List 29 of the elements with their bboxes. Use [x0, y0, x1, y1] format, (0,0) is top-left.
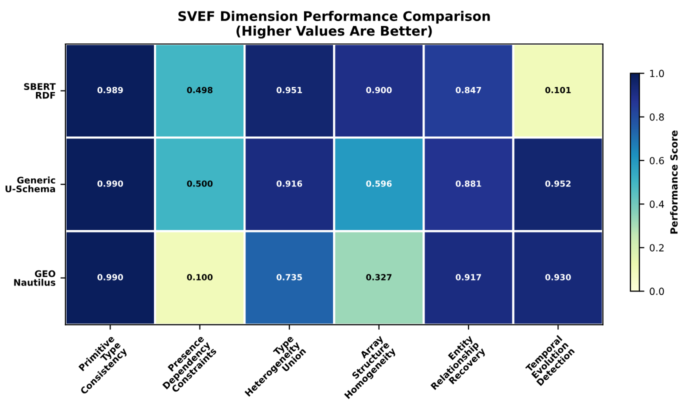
data-label: 0.990: [97, 180, 124, 187]
color-bar-label: 0.0: [650, 288, 664, 296]
y-tick-label: GEO Nautilus: [14, 270, 56, 286]
data-label: 0.916: [276, 180, 302, 187]
data-label: 0.847: [456, 86, 482, 94]
color-bar-label: 1.0: [650, 70, 664, 78]
chart-title: SVEF Dimension Performance Comparison (Higher Values Are Better): [178, 10, 490, 39]
data-label: 0.917: [456, 274, 482, 280]
color-bar-label: 0.4: [650, 200, 664, 208]
color-bar-label: 0.2: [650, 244, 664, 252]
data-label: 0.735: [276, 274, 302, 280]
color-bar-title: Performance Score: [670, 130, 678, 234]
y-tick-label: Generic U-Schema: [6, 176, 56, 192]
color-bar-label: 0.6: [650, 156, 664, 164]
data-label: 0.951: [276, 86, 302, 94]
data-label: 0.596: [366, 180, 392, 187]
data-label: 0.100: [187, 274, 213, 280]
data-label: 0.989: [97, 86, 123, 94]
data-label: 0.498: [187, 86, 212, 94]
data-label: 0.952: [545, 180, 571, 187]
data-label: 0.327: [366, 274, 392, 280]
data-label: 0.900: [366, 86, 392, 94]
data-label: 0.101: [545, 86, 571, 94]
data-label: 0.881: [456, 180, 482, 187]
color-bar-label: 0.8: [650, 113, 664, 121]
data-label: 0.500: [187, 180, 213, 187]
data-label: 0.990: [97, 274, 124, 280]
y-tick-label: SBERT RDF: [24, 83, 56, 99]
data-label: 0.930: [545, 274, 571, 280]
